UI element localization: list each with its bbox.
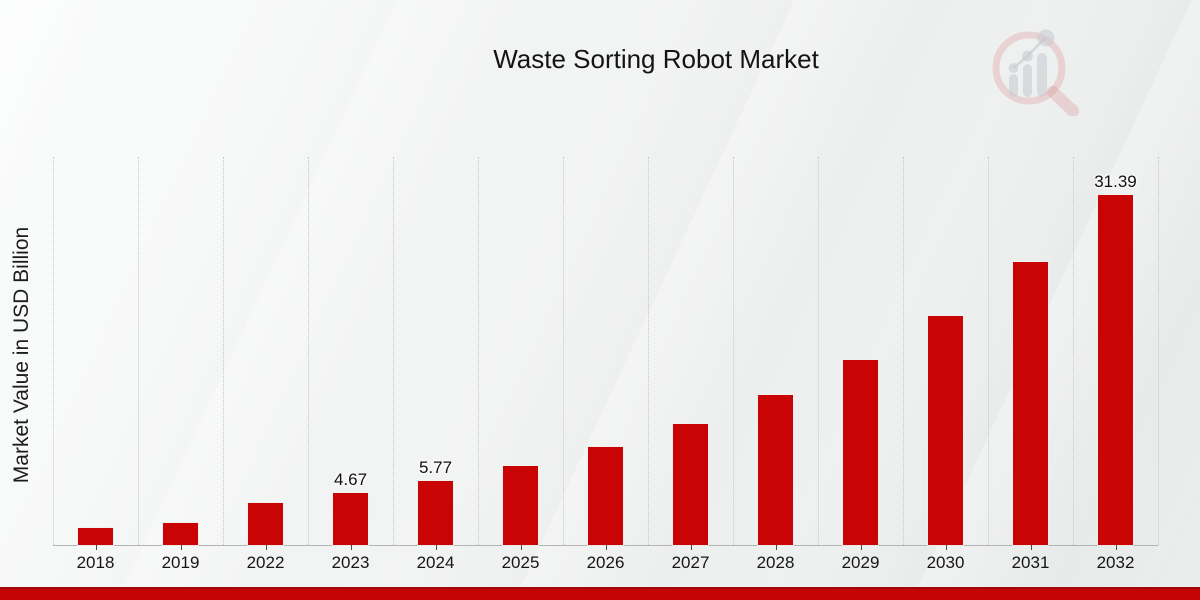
x-tick-label: 2024 xyxy=(416,553,455,572)
x-axis-tick xyxy=(605,545,607,550)
x-tick-label: 2027 xyxy=(671,553,710,572)
x-tick-label: 2025 xyxy=(501,553,540,572)
x-tick-label: 2023 xyxy=(331,553,370,572)
gridline xyxy=(393,157,394,545)
x-tick-label: 2026 xyxy=(586,553,625,572)
plot-area: 2018 2019 2022 2023 4.67 2024 5.77 2025 2026 2027… xyxy=(53,157,1159,572)
x-tick-label: 2022 xyxy=(246,553,285,572)
bar-2026 xyxy=(588,447,623,545)
logo-dot-large xyxy=(1037,29,1055,47)
x-axis-tick xyxy=(350,545,352,550)
bar-2023 xyxy=(333,493,368,545)
bar-2032 xyxy=(1098,195,1133,545)
x-axis-tick xyxy=(690,545,692,550)
bar-value-label: 31.39 xyxy=(1094,172,1137,191)
gridline xyxy=(308,157,309,545)
x-axis-tick xyxy=(1115,545,1117,550)
footer-accent-bar xyxy=(0,587,1200,600)
x-axis-tick xyxy=(775,545,777,550)
bar-2031 xyxy=(1013,262,1048,545)
x-axis-tick xyxy=(520,545,522,550)
magnifier-handle-icon xyxy=(1047,86,1079,116)
gridline xyxy=(648,157,649,545)
magnifier-bar-chart-logo xyxy=(992,29,1079,116)
bar-value-label: 5.77 xyxy=(418,458,453,477)
gridline xyxy=(563,157,564,545)
gridline xyxy=(903,157,904,545)
y-axis-label: Market Value in USD Billion xyxy=(10,226,33,484)
bar-2022 xyxy=(248,503,283,545)
gridline xyxy=(733,157,734,545)
gridline xyxy=(988,157,989,545)
x-axis-tick xyxy=(945,545,947,550)
x-axis-tick xyxy=(180,545,182,550)
x-axis-tick xyxy=(435,545,437,550)
logo-bar-large xyxy=(1037,53,1047,97)
gridline xyxy=(53,157,54,545)
bar-2028 xyxy=(758,395,793,545)
x-tick-label: 2019 xyxy=(161,553,200,572)
magnifier-ring-icon xyxy=(992,31,1066,105)
bar-2024 xyxy=(418,481,453,545)
x-tick-label: 2030 xyxy=(926,553,965,572)
x-axis-tick xyxy=(1030,545,1032,550)
bar-2018 xyxy=(78,528,113,545)
x-tick-label: 2029 xyxy=(841,553,880,572)
bar-2019 xyxy=(163,523,198,545)
logo-dot-small xyxy=(1008,63,1019,73)
bar-2029 xyxy=(843,360,878,545)
gridline xyxy=(223,157,224,545)
bar-value-label: 4.67 xyxy=(333,470,368,489)
x-axis-tick xyxy=(860,545,862,550)
gridline xyxy=(478,157,479,545)
logo-dot-medium xyxy=(1022,50,1033,62)
x-axis-tick xyxy=(95,545,97,550)
logo-bar-small xyxy=(1009,74,1018,97)
x-tick-label: 2028 xyxy=(756,553,795,572)
bar-2025 xyxy=(503,466,538,545)
bar-2027 xyxy=(673,424,708,545)
logo-bar-medium xyxy=(1023,64,1032,97)
trend-line-icon xyxy=(1012,37,1046,69)
x-axis-tick xyxy=(265,545,267,550)
x-tick-label: 2031 xyxy=(1011,553,1050,572)
x-tick-label: 2032 xyxy=(1096,553,1135,572)
x-tick-label: 2018 xyxy=(76,553,115,572)
gridline xyxy=(1073,157,1074,545)
gridline xyxy=(818,157,819,545)
bar-2030 xyxy=(928,316,963,545)
chart-title: Waste Sorting Robot Market xyxy=(493,44,819,74)
gridline xyxy=(138,157,139,545)
gridline xyxy=(1158,157,1159,545)
